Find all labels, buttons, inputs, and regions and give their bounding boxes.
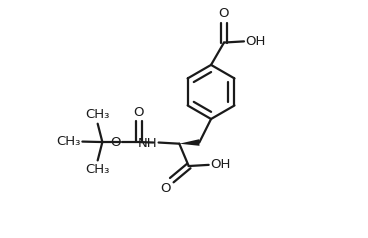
Text: O: O xyxy=(111,136,121,149)
Text: CH₃: CH₃ xyxy=(57,135,81,148)
Text: CH₃: CH₃ xyxy=(85,163,110,176)
Text: NH: NH xyxy=(138,137,157,150)
Polygon shape xyxy=(179,139,199,146)
Text: O: O xyxy=(134,105,144,119)
Text: O: O xyxy=(218,7,229,20)
Text: OH: OH xyxy=(210,158,230,171)
Text: O: O xyxy=(160,182,171,195)
Text: OH: OH xyxy=(245,35,266,48)
Text: CH₃: CH₃ xyxy=(85,108,110,121)
